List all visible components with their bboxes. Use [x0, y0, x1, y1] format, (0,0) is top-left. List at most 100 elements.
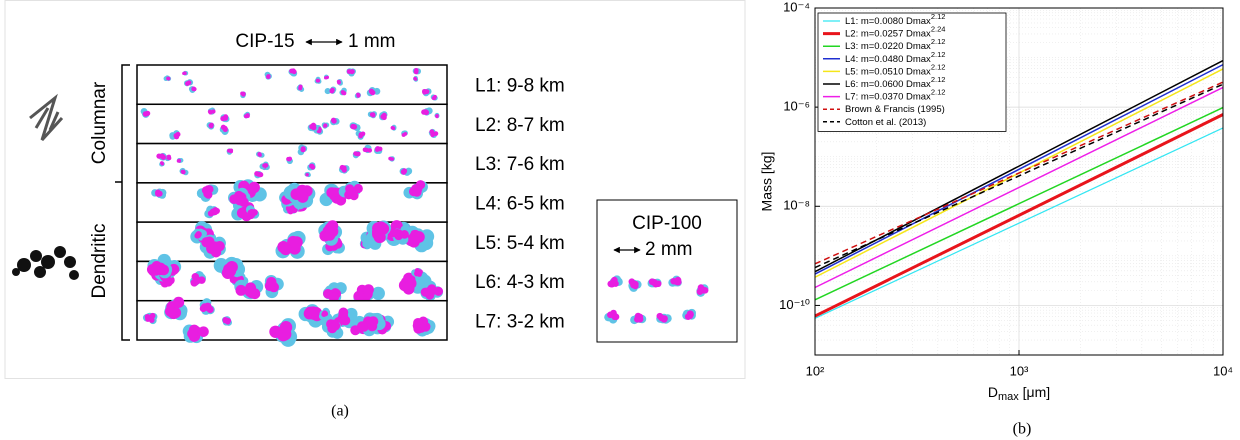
- particle: [427, 284, 437, 294]
- particle: [377, 222, 390, 235]
- particle: [198, 326, 209, 337]
- legend-name: L6: m=0.0600 Dmax: [845, 79, 931, 90]
- series-line: [814, 106, 1224, 301]
- particle: [632, 280, 639, 288]
- particle: [400, 230, 409, 239]
- dendritic-icon: [12, 246, 79, 280]
- particle: [155, 190, 161, 197]
- particle: [204, 303, 212, 312]
- particle: [305, 173, 309, 177]
- particle: [414, 270, 420, 276]
- level-label: L3: 7-6 km: [475, 154, 565, 175]
- particle: [363, 284, 374, 295]
- particle: [149, 312, 156, 319]
- level-label: L2: 8-7 km: [475, 115, 565, 136]
- legend-name: Cotton et al. (2013): [845, 116, 926, 127]
- legend-exponent: 2.12: [931, 62, 946, 71]
- level-label: L4: 6-5 km: [475, 194, 565, 215]
- particle: [420, 321, 431, 332]
- x-label-rest: [μm]: [1019, 384, 1050, 400]
- particle: [177, 159, 182, 163]
- particle: [424, 89, 430, 95]
- image-strip: [136, 142, 448, 184]
- legend-label: L3: m=0.0220 Dmax2.12: [845, 37, 945, 52]
- series-line: [814, 113, 1224, 318]
- level-label: L7: 3-2 km: [475, 311, 565, 332]
- particle: [164, 305, 177, 317]
- particle: [410, 231, 423, 243]
- particle: [247, 212, 255, 220]
- legend-exponent: 2.12: [931, 75, 946, 84]
- legend-label: Brown & Francis (1995): [845, 104, 945, 115]
- caption: (b): [1013, 421, 1032, 438]
- particle: [392, 228, 402, 238]
- particle: [209, 241, 221, 252]
- cip100-box: [596, 199, 738, 343]
- particle-halo: [371, 286, 385, 301]
- particle: [341, 90, 346, 96]
- particle: [401, 133, 406, 137]
- particle: [349, 191, 359, 201]
- cip100-scale: 2 mm: [645, 239, 693, 260]
- particle: [298, 86, 303, 91]
- panel-a-frame: [4, 0, 746, 379]
- legend-name: L7: m=0.0370 Dmax: [845, 91, 931, 102]
- particle: [414, 77, 418, 81]
- particle: [362, 147, 368, 153]
- particle: [316, 78, 320, 83]
- x-label-sub: max: [998, 391, 1019, 403]
- particle: [328, 292, 339, 303]
- particle: [401, 168, 408, 174]
- chart: 10² 10³ 10⁴ 10⁻¹⁰ 10⁻⁸ 10⁻⁶ 10⁻⁴ L1: m=0.0080 D…: [759, 0, 1233, 438]
- legend-name: L5: m=0.0510 Dmax: [845, 66, 931, 77]
- particle: [185, 81, 190, 86]
- legend-name: L2: m=0.0257 Dmax: [845, 28, 931, 39]
- particle: [674, 276, 682, 284]
- particle: [296, 191, 309, 203]
- series-line: [814, 63, 1224, 275]
- cip15-title: CIP-15: [235, 31, 294, 52]
- particle: [187, 328, 198, 340]
- image-strip: [136, 296, 448, 347]
- particle: [222, 126, 228, 133]
- particle: [356, 93, 361, 98]
- particle-halo: [324, 88, 331, 95]
- particle: [289, 68, 294, 74]
- cip100-particles: [604, 275, 709, 325]
- particle: [322, 311, 329, 317]
- particle: [611, 313, 619, 321]
- particle: [338, 307, 349, 318]
- y-axis-label: Mass [kg]: [759, 152, 775, 212]
- level-label: L1: 9-8 km: [475, 76, 565, 97]
- particle: [160, 162, 165, 166]
- particle: [159, 153, 165, 159]
- particle: [234, 195, 245, 206]
- particle: [222, 115, 228, 121]
- legend-exponent: 2.12: [931, 50, 946, 59]
- image-strip: [136, 253, 448, 305]
- particle: [209, 122, 214, 128]
- particle: [309, 123, 315, 130]
- particle: [413, 317, 423, 328]
- habit-label: Columnar: [89, 81, 110, 164]
- particle: [325, 75, 330, 79]
- axes-frame: [814, 7, 1224, 356]
- particle: [286, 156, 291, 162]
- particle: [351, 124, 358, 130]
- legend-name: L4: m=0.0480 Dmax: [845, 53, 931, 64]
- particle: [435, 114, 439, 118]
- particle: [353, 290, 365, 302]
- legend-label: L5: m=0.0510 Dmax2.12: [845, 62, 945, 77]
- particle: [213, 207, 220, 215]
- particle: [223, 264, 236, 278]
- strip-frame: [136, 142, 448, 184]
- particle: [258, 172, 264, 178]
- particle: [350, 69, 355, 74]
- particle: [367, 148, 373, 153]
- particle: [245, 113, 250, 118]
- particle: [390, 125, 395, 130]
- particle: [309, 163, 315, 169]
- legend-label: L1: m=0.0080 Dmax2.12: [845, 12, 945, 27]
- legend-box: [817, 12, 1007, 132]
